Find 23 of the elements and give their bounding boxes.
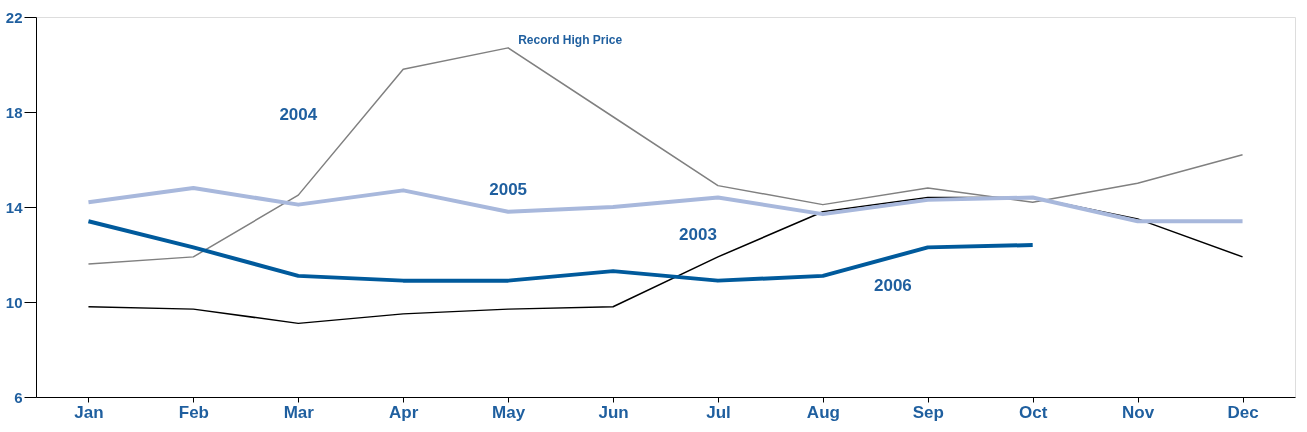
line-series <box>87 47 1244 265</box>
x-tick-label: May <box>492 402 526 422</box>
x-tick-label: Jun <box>598 402 629 422</box>
y-tick-label: 18 <box>5 103 23 121</box>
x-tick-label: Dec <box>1227 402 1259 422</box>
x-tick-label: Sep <box>912 402 944 422</box>
y-tick-label: 14 <box>5 198 24 216</box>
y-tick-label: 6 <box>14 388 23 406</box>
annotation: Record High Price <box>518 32 623 47</box>
x-tick-label: Jul <box>706 402 731 422</box>
x-tick-label: Nov <box>1122 402 1155 422</box>
series-label: 2003 <box>679 224 717 244</box>
x-tick-label: Jan <box>74 402 104 422</box>
series-label: 2004 <box>279 105 318 125</box>
series-label: 2005 <box>489 179 528 199</box>
x-tick-label: Apr <box>389 402 419 422</box>
y-tick-label: 22 <box>5 8 23 26</box>
x-tick-label: Mar <box>283 402 315 422</box>
x-tick-label: Feb <box>178 402 209 422</box>
series-label: 2006 <box>873 275 912 295</box>
y-tick-label: 10 <box>5 293 23 311</box>
x-tick-label: Oct <box>1019 402 1048 422</box>
x-tick-label: Aug <box>806 402 840 422</box>
